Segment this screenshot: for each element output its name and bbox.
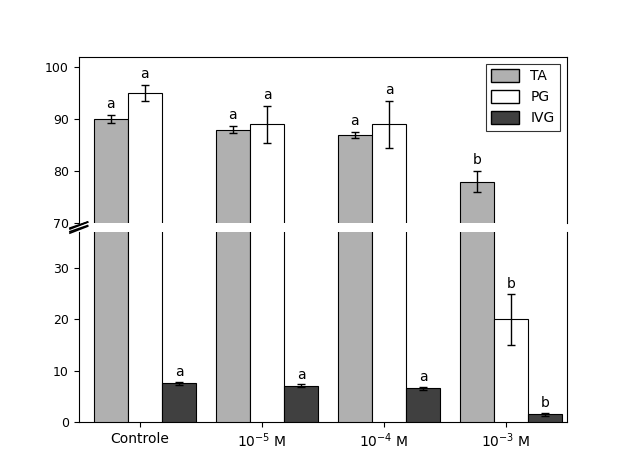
Text: a: a [350,113,359,128]
Bar [284,386,318,422]
Text: a: a [385,83,393,97]
Text: a: a [419,370,428,384]
Bar [128,0,162,422]
Bar [94,0,128,422]
Text: b: b [541,396,550,410]
Bar [460,21,494,422]
Bar [162,383,196,422]
Text: b: b [507,277,515,291]
Text: a: a [175,365,183,379]
Bar [215,0,250,422]
Bar [406,389,440,422]
Bar [494,319,528,422]
Bar [250,0,284,422]
Bar [338,135,372,474]
Text: a: a [229,109,237,122]
Bar [128,93,162,474]
Legend: TA, PG, IVG: TA, PG, IVG [486,64,560,131]
Bar [528,414,563,422]
Text: b: b [472,153,481,167]
Bar [460,182,494,474]
Bar [338,0,372,422]
Text: a: a [263,88,272,102]
Bar [372,124,406,474]
Bar [372,0,406,422]
Text: a: a [297,368,306,382]
Bar [215,129,250,474]
Bar [250,124,284,474]
Bar [94,119,128,474]
Text: a: a [106,97,115,111]
Text: a: a [140,67,149,81]
